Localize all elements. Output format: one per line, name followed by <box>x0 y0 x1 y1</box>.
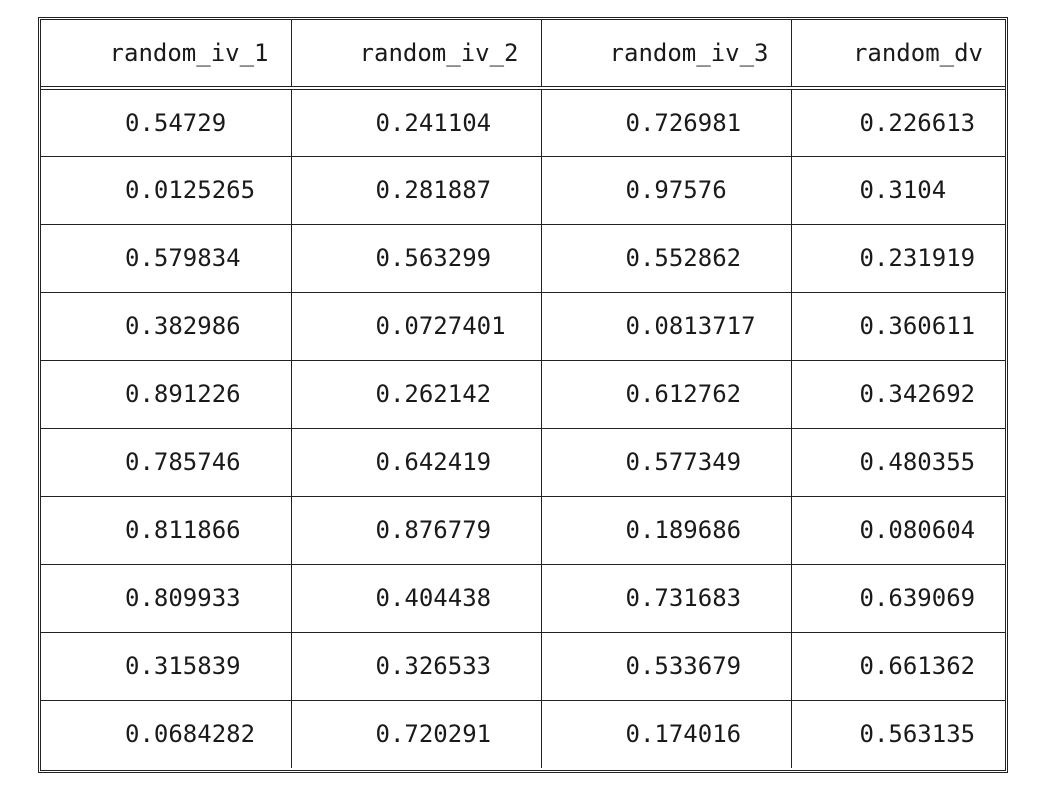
table-cell: 0.241104 <box>290 87 542 157</box>
table-cell: 0.642419 <box>290 427 542 497</box>
table-row: 0.809933 0.404438 0.731683 0.639069 <box>41 563 1005 633</box>
table-cell: 0.262142 <box>290 359 542 429</box>
table-row: 0.315839 0.326533 0.533679 0.661362 <box>41 631 1005 701</box>
column-header-random-dv: random_dv <box>790 20 1005 90</box>
table-cell: 0.785746 <box>41 427 292 497</box>
table-cell: 0.811866 <box>41 495 292 565</box>
data-table: random_iv_1 random_iv_2 random_iv_3 rand… <box>41 20 1005 768</box>
table-cell: 0.0727401 <box>290 291 542 361</box>
data-table-frame: random_iv_1 random_iv_2 random_iv_3 rand… <box>38 17 1008 773</box>
table-body: 0.54729 0.241104 0.726981 0.226613 0.012… <box>41 87 1005 768</box>
table-cell: 0.661362 <box>790 631 1005 701</box>
table-cell: 0.174016 <box>540 699 792 768</box>
table-cell: 0.189686 <box>540 495 792 565</box>
table-cell: 0.342692 <box>790 359 1005 429</box>
table-cell: 0.0125265 <box>41 155 292 225</box>
table-cell: 0.360611 <box>790 291 1005 361</box>
table-cell: 0.080604 <box>790 495 1005 565</box>
table-row: 0.811866 0.876779 0.189686 0.080604 <box>41 495 1005 565</box>
table-cell: 0.720291 <box>290 699 542 768</box>
table-cell: 0.731683 <box>540 563 792 633</box>
table-cell: 0.231919 <box>790 223 1005 293</box>
table-cell: 0.563299 <box>290 223 542 293</box>
table-cell: 0.326533 <box>290 631 542 701</box>
table-cell: 0.579834 <box>41 223 292 293</box>
table-row: 0.0125265 0.281887 0.97576 0.3104 <box>41 155 1005 225</box>
column-header-random-iv-2: random_iv_2 <box>290 20 542 90</box>
table-cell: 0.404438 <box>290 563 542 633</box>
table-cell: 0.3104 <box>790 155 1005 225</box>
table-cell: 0.612762 <box>540 359 792 429</box>
table-cell: 0.97576 <box>540 155 792 225</box>
table-row: 0.54729 0.241104 0.726981 0.226613 <box>41 87 1005 157</box>
header-row: random_iv_1 random_iv_2 random_iv_3 rand… <box>41 20 1005 90</box>
table-row: 0.579834 0.563299 0.552862 0.231919 <box>41 223 1005 293</box>
table-cell: 0.281887 <box>290 155 542 225</box>
table-row: 0.891226 0.262142 0.612762 0.342692 <box>41 359 1005 429</box>
table-cell: 0.552862 <box>540 223 792 293</box>
table-cell: 0.0684282 <box>41 699 292 768</box>
table-cell: 0.54729 <box>41 87 292 157</box>
table-cell: 0.226613 <box>790 87 1005 157</box>
column-header-random-iv-1: random_iv_1 <box>41 20 292 90</box>
table-cell: 0.382986 <box>41 291 292 361</box>
table-row: 0.0684282 0.720291 0.174016 0.563135 <box>41 699 1005 768</box>
table-cell: 0.891226 <box>41 359 292 429</box>
table-cell: 0.639069 <box>790 563 1005 633</box>
table-cell: 0.533679 <box>540 631 792 701</box>
column-header-random-iv-3: random_iv_3 <box>540 20 792 90</box>
table-cell: 0.563135 <box>790 699 1005 768</box>
table-cell: 0.577349 <box>540 427 792 497</box>
table-cell: 0.315839 <box>41 631 292 701</box>
table-row: 0.382986 0.0727401 0.0813717 0.360611 <box>41 291 1005 361</box>
table-cell: 0.0813717 <box>540 291 792 361</box>
table-cell: 0.726981 <box>540 87 792 157</box>
table-cell: 0.876779 <box>290 495 542 565</box>
table-cell: 0.809933 <box>41 563 292 633</box>
table-cell: 0.480355 <box>790 427 1005 497</box>
table-row: 0.785746 0.642419 0.577349 0.480355 <box>41 427 1005 497</box>
